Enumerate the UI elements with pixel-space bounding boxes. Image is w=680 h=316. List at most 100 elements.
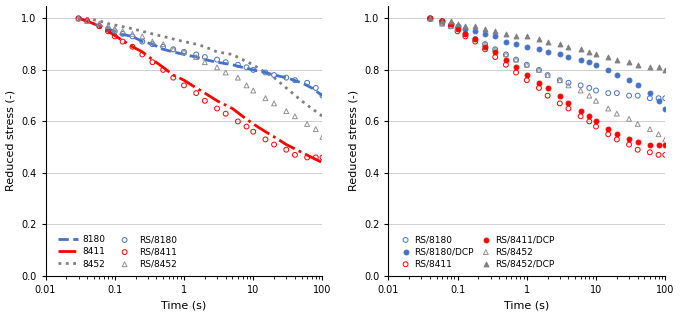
Point <box>542 39 553 44</box>
Point <box>241 83 252 88</box>
Point <box>542 85 553 90</box>
Point <box>602 127 613 132</box>
Point <box>584 114 595 119</box>
Point <box>211 106 222 111</box>
Point <box>563 80 574 85</box>
Point <box>82 18 92 23</box>
Point <box>632 147 643 152</box>
Point <box>241 65 252 70</box>
Point <box>260 96 271 101</box>
Point <box>260 137 271 142</box>
Point <box>554 78 565 83</box>
Point <box>103 24 114 29</box>
Point <box>269 101 279 106</box>
Y-axis label: Reduced stress (-): Reduced stress (-) <box>5 90 16 191</box>
Point <box>632 121 643 126</box>
Point <box>199 98 210 103</box>
Point <box>563 83 574 88</box>
Point <box>542 93 553 98</box>
Point <box>302 155 313 160</box>
Point <box>500 52 511 57</box>
Point <box>452 26 463 31</box>
Point <box>611 57 622 62</box>
Point <box>542 73 553 78</box>
Point <box>554 101 565 106</box>
Point <box>563 101 574 106</box>
Point <box>424 16 435 21</box>
Point <box>452 29 463 34</box>
Point <box>127 44 138 49</box>
Point <box>575 83 586 88</box>
Point <box>424 16 435 21</box>
Point <box>590 98 601 103</box>
Point <box>317 93 328 98</box>
Point <box>653 142 664 147</box>
Point <box>470 36 481 41</box>
Point <box>424 16 435 21</box>
Point <box>534 80 545 85</box>
Point <box>575 47 586 52</box>
Point <box>611 137 622 142</box>
Point <box>460 31 471 36</box>
Point <box>94 24 105 29</box>
Point <box>511 34 522 39</box>
Point <box>220 70 231 75</box>
Point <box>317 134 328 139</box>
X-axis label: Time (s): Time (s) <box>504 301 549 310</box>
Point <box>479 42 490 47</box>
Point <box>158 44 169 49</box>
Point <box>310 155 321 160</box>
Y-axis label: Reduced stress (-): Reduced stress (-) <box>348 90 358 191</box>
Point <box>479 44 490 49</box>
Point <box>479 47 490 52</box>
Point <box>127 34 138 39</box>
Point <box>584 93 595 98</box>
Point <box>500 31 511 36</box>
Point <box>490 29 500 34</box>
Point <box>660 137 670 142</box>
Point <box>500 39 511 44</box>
Point <box>445 21 456 26</box>
Point <box>660 152 670 157</box>
Point <box>590 88 601 93</box>
Point <box>645 150 656 155</box>
Point <box>522 62 532 67</box>
Point <box>424 16 435 21</box>
Point <box>233 62 243 67</box>
Point <box>554 52 565 57</box>
Point <box>191 55 202 60</box>
Point <box>554 42 565 47</box>
Point <box>281 75 292 80</box>
Point <box>522 73 532 78</box>
Point <box>479 26 490 31</box>
Point <box>575 88 586 93</box>
Point <box>490 49 500 54</box>
Point <box>563 44 574 49</box>
Point <box>191 52 202 57</box>
Point <box>534 47 545 52</box>
Point <box>624 93 634 98</box>
Point <box>269 142 279 147</box>
Point <box>534 67 545 72</box>
Point <box>602 67 613 72</box>
Point <box>522 78 532 83</box>
Point <box>158 42 169 47</box>
Point <box>82 18 92 23</box>
Point <box>168 75 179 80</box>
Point <box>554 78 565 83</box>
Point <box>103 26 114 31</box>
Point <box>117 29 128 34</box>
Point <box>199 55 210 60</box>
Point <box>117 31 128 36</box>
Point <box>470 36 481 41</box>
Point <box>645 96 656 101</box>
Point <box>522 34 532 39</box>
Point <box>147 60 158 65</box>
Point <box>179 83 190 88</box>
Point <box>73 16 84 21</box>
Point <box>479 31 490 36</box>
Point <box>109 26 120 31</box>
Point <box>437 18 447 23</box>
Point <box>624 78 634 83</box>
Point <box>611 73 622 78</box>
